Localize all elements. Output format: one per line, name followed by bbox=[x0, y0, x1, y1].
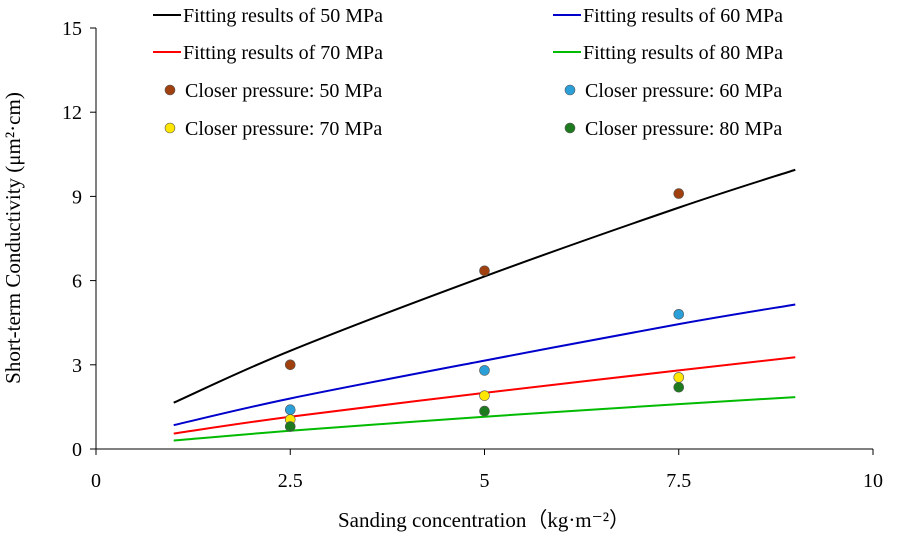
legend-label: Fitting results of 60 MPa bbox=[583, 5, 783, 27]
legend-dot-swatch bbox=[564, 84, 576, 96]
legend-label: Closer pressure: 70 MPa bbox=[185, 118, 382, 140]
data-point bbox=[284, 421, 296, 432]
legend-dot-swatch bbox=[164, 122, 176, 134]
x-tick-label: 0 bbox=[91, 470, 101, 492]
data-point bbox=[479, 390, 490, 401]
legend-dot-swatch bbox=[164, 84, 176, 96]
legend-label: Closer pressure: 50 MPa bbox=[185, 80, 382, 102]
legend-label: Fitting results of 50 MPa bbox=[183, 5, 383, 27]
y-tick-label: 0 bbox=[72, 439, 82, 461]
y-axis-title: Short-term Conductivity (μm²·cm) bbox=[1, 92, 25, 384]
x-tick-label: 5 bbox=[480, 470, 490, 492]
data-point bbox=[673, 188, 685, 199]
data-point bbox=[673, 372, 685, 383]
fit-line bbox=[173, 168, 796, 404]
y-ticks: 0 3 6 9 12 15 bbox=[62, 18, 96, 461]
legend-label: Fitting results of 70 MPa bbox=[183, 42, 383, 64]
data-point bbox=[479, 365, 490, 376]
y-tick-label: 6 bbox=[72, 271, 82, 293]
fit-line bbox=[173, 396, 796, 442]
legend-dot-swatch bbox=[564, 122, 576, 134]
data-point bbox=[284, 404, 296, 416]
x-tick-label: 7.5 bbox=[666, 470, 691, 492]
legend: Fitting results of 50 MPa Fitting results… bbox=[153, 5, 783, 140]
legend-label: Closer pressure: 60 MPa bbox=[585, 80, 782, 102]
data-point bbox=[673, 308, 685, 320]
x-tick-label: 2.5 bbox=[278, 470, 303, 492]
fit-line bbox=[173, 303, 796, 427]
data-point bbox=[479, 405, 490, 417]
legend-label: Closer pressure: 80 MPa bbox=[585, 118, 782, 140]
scatter-points bbox=[284, 188, 685, 432]
data-point bbox=[479, 265, 490, 277]
y-tick-label: 15 bbox=[62, 18, 82, 40]
x-ticks: 0 2.5 5 7.5 10 bbox=[91, 449, 883, 492]
y-tick-label: 9 bbox=[72, 186, 82, 208]
y-tick-label: 3 bbox=[72, 355, 82, 377]
x-tick-label: 10 bbox=[863, 470, 883, 492]
fit-lines bbox=[173, 168, 796, 442]
plot-area: 0 2.5 5 7.5 10 0 3 6 9 12 15 bbox=[62, 18, 883, 492]
data-point bbox=[284, 359, 296, 371]
y-tick-label: 12 bbox=[62, 102, 82, 124]
legend-label: Fitting results of 80 MPa bbox=[583, 42, 783, 64]
data-point bbox=[673, 381, 685, 393]
x-axis-title: Sanding concentration（kg·m⁻²） bbox=[338, 508, 630, 532]
